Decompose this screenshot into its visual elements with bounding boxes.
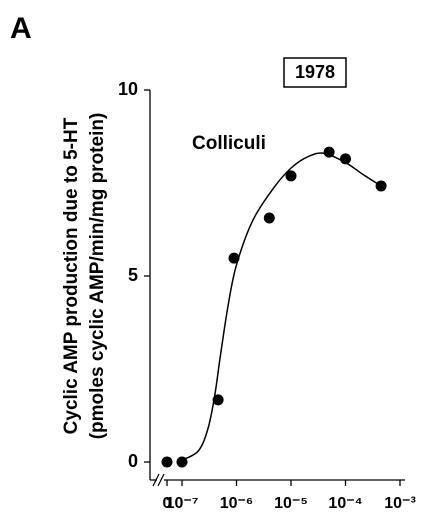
- data-point: [285, 170, 297, 182]
- fit-curve: [181, 152, 382, 461]
- x-tick-label: 10⁻⁷: [166, 495, 199, 512]
- y-tick-label: 0: [128, 451, 138, 471]
- axis-break: [157, 473, 165, 487]
- data-point: [228, 252, 240, 264]
- data-point: [263, 212, 275, 224]
- axis-break: [152, 473, 160, 487]
- data-point: [176, 456, 188, 468]
- annotation: Colliculi: [192, 133, 266, 154]
- annotation-box-text: 1978: [295, 62, 335, 82]
- data-point: [212, 394, 224, 406]
- y-axis-label: (pmoles cyclic AMP/min/mg protein): [87, 113, 108, 440]
- x-tick-label: 10⁻³: [384, 495, 416, 512]
- x-tick-label: 10⁻⁵: [274, 495, 308, 512]
- panel-label: A: [10, 12, 32, 45]
- x-tick-label: 10⁻⁶: [220, 495, 254, 512]
- data-point: [161, 456, 173, 468]
- y-tick-label: 10: [118, 79, 138, 99]
- data-point: [323, 146, 335, 158]
- data-point: [375, 180, 387, 192]
- data-point: [340, 153, 351, 165]
- annotation-box: [283, 57, 347, 88]
- y-axis-label: Cyclic AMP production due to 5-HT: [61, 117, 82, 434]
- y-tick-label: 5: [128, 265, 138, 285]
- x-tick-label: 0: [163, 495, 172, 512]
- x-tick-label: 10⁻⁴: [328, 495, 362, 512]
